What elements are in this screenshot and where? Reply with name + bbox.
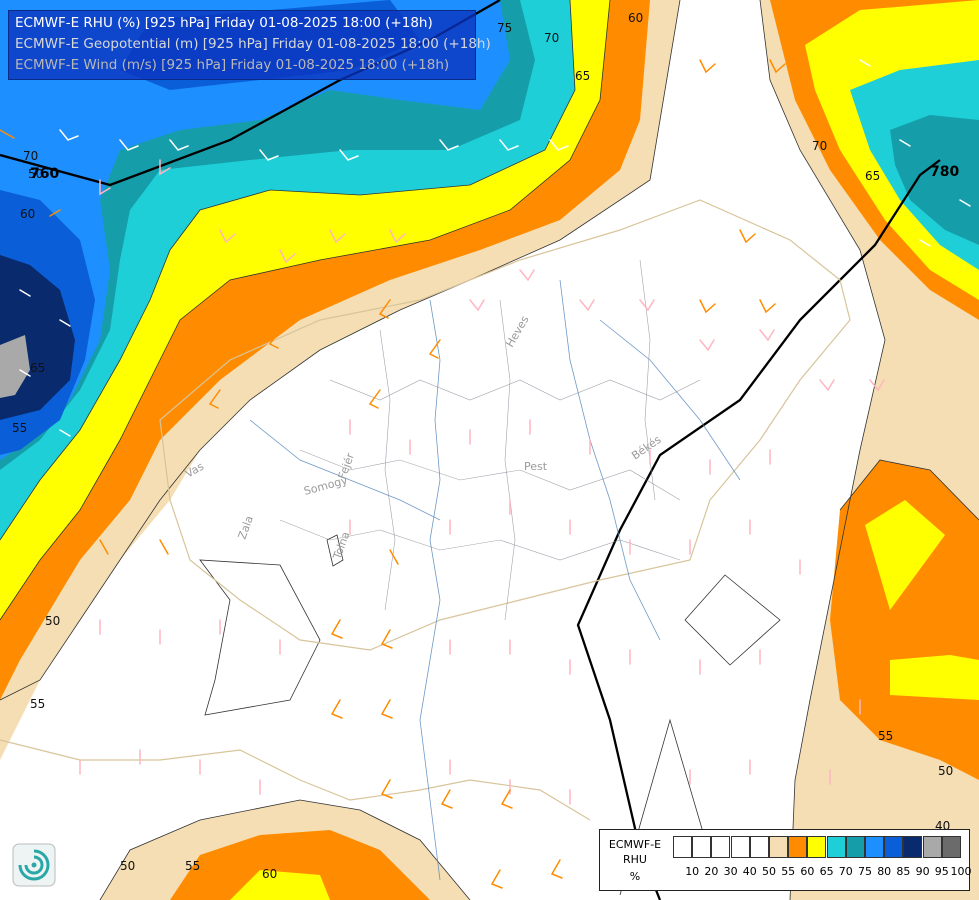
rhu-band-60-south [170,830,430,900]
wind-barbs [0,59,971,889]
legend-tick-label: 50 [762,865,776,878]
title-line-rhu: ECMWF-E RHU (%) [925 hPa] Friday 01-08-2… [15,15,433,31]
rhu-label: 60 [20,207,35,221]
rhu-label: 50 [28,167,43,181]
title-line-wind: ECMWF-E Wind (m/s) [925 hPa] Friday 01-0… [15,57,450,73]
borders [0,199,851,821]
legend-swatch [673,836,692,858]
rivers [249,279,741,881]
rhu-label: 55 [30,697,45,711]
legend-tick-label: 55 [781,865,796,878]
legend-tick-label: 60 [800,865,815,878]
rhu-label: 60 [628,11,643,25]
map-title-box: ECMWF-E RHU (%) [925 hPa] Friday 01-08-2… [8,10,491,80]
rhu-band-65-east-b [890,655,979,700]
legend-swatch [788,836,808,858]
rhu-label: 50 [45,614,60,628]
rhu-label: 55 [185,859,200,873]
legend-swatch [941,836,961,858]
legend-swatch [711,836,731,858]
legend-tick-label: 90 [915,865,930,878]
rhu-label: 50 [120,859,135,873]
rhu-band-95-west [0,335,30,398]
legend-swatch [692,836,712,858]
legend-swatch [730,836,750,858]
rhu-band-60-east [830,460,979,780]
legend-tick-label: 75 [858,865,872,878]
title-line-geopotential: ECMWF-E Geopotential (m) [925 hPa] Frida… [15,36,491,52]
rhu-label: 55 [12,421,27,435]
rhu-label: 75 [497,21,512,35]
legend-tick-label: 10 [685,865,700,878]
rhu-label: 65 [575,69,590,83]
legend-tick-label: 40 [742,865,757,878]
rhu-band-75-ne [890,115,979,245]
legend-title-unit: % [629,870,641,883]
geopotential-label: 780 [930,164,959,180]
rhu-label: 70 [544,31,559,45]
legend-tick-label: 85 [896,865,911,878]
legend-swatch [865,836,884,858]
rhu-label: 50 [938,764,953,778]
legend-tick-label: 20 [704,865,719,878]
legend-title-variable: RHU [623,853,647,866]
color-legend: ECMWF-E RHU % 10 20 30 40 50 55 60 65 70 75 80 85 90… [599,829,972,891]
admin-lines [279,259,701,621]
legend-tick-label: 100 [950,865,972,878]
legend-tick-label: 65 [819,865,834,878]
legend-tick-label: 30 [723,865,738,878]
legend-title-model: ECMWF-E [608,838,662,851]
rhu-band-65-east-a [865,500,945,610]
legend-swatch [845,836,865,858]
rhu-label: 65 [865,169,880,183]
rhu-band-65-south [230,870,330,900]
legend-swatch [826,836,846,858]
legend-swatch [922,836,942,858]
legend-swatch [903,836,923,858]
legend-swatch [884,836,904,858]
geopotential-label: 760 [30,166,59,182]
rhu-band-80-west [0,0,510,460]
legend-swatch [807,836,827,858]
legend-tick-label: 70 [838,865,853,878]
rhu-label: 55 [878,729,893,743]
rhu-label: 70 [23,149,38,163]
legend-swatch [749,836,769,858]
ecmwf-logo [12,843,56,887]
region-label: Pest [524,460,548,473]
rhu-label: 70 [812,139,827,153]
legend-swatch [769,836,788,858]
legend-tick-label: 95 [934,865,949,878]
rhu-label: 65 [30,361,45,375]
legend-tick-label: 80 [877,865,892,878]
rhu-label: 60 [262,867,277,881]
